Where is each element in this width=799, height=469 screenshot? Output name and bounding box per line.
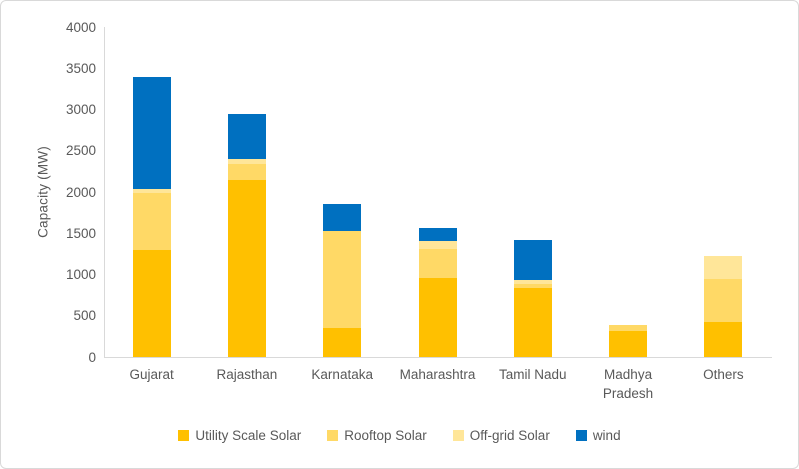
bar-segment	[513, 284, 552, 289]
bar-segment	[323, 204, 362, 231]
legend-item-utility-scale-solar: Utility Scale Solar	[178, 428, 301, 443]
legend-swatch	[178, 430, 190, 441]
bar-segment	[609, 330, 648, 357]
legend-label: Off-grid Solar	[469, 428, 550, 443]
legend-label: Rooftop Solar	[344, 428, 427, 443]
legend-label: Utility Scale Solar	[195, 428, 302, 443]
bar-segment	[132, 249, 171, 357]
legend-item-wind: wind	[575, 428, 621, 443]
plot-area	[104, 27, 771, 357]
category-label: Tamil Nadu	[499, 367, 567, 382]
bar-gujarat	[132, 27, 171, 357]
category-label: Others	[703, 367, 744, 382]
bar-segment	[227, 114, 266, 159]
bar-segment	[323, 328, 362, 357]
legend-label: wind	[592, 428, 621, 443]
bar-segment	[704, 322, 743, 357]
y-tick-label: 1000	[65, 267, 96, 282]
bar-segment	[513, 239, 552, 281]
y-tick-label: 1500	[65, 225, 96, 241]
category-label: Gujarat	[129, 367, 174, 382]
bar-segment	[227, 179, 266, 357]
legend-swatch	[452, 430, 464, 441]
category-label: Maharashtra	[399, 367, 476, 382]
bar-segment	[132, 76, 171, 189]
bar-segment	[227, 159, 266, 164]
bar-rajasthan	[227, 27, 266, 357]
legend: Utility Scale Solar Rooftop Solar Off-grid…	[1, 428, 798, 443]
bar-karnataka	[323, 27, 362, 357]
bar-madhya-pradesh	[609, 27, 648, 357]
bar-segment	[323, 230, 362, 329]
bar-segment	[418, 277, 457, 357]
legend-swatch	[327, 430, 339, 441]
legend-item-off-grid-solar: Off-grid Solar	[452, 428, 550, 443]
legend-swatch	[575, 430, 587, 441]
bar-segment	[132, 192, 171, 250]
bar-segment	[132, 188, 171, 193]
bar-segment	[513, 288, 552, 357]
bar-maharashtra	[418, 27, 457, 357]
y-tick-label: 2500	[65, 143, 96, 159]
y-tick-label: 2000	[65, 184, 96, 200]
bar-segment	[227, 163, 266, 180]
y-axis-line	[104, 27, 105, 358]
bar-segment	[418, 240, 457, 249]
bar-segment	[418, 248, 457, 278]
bar-segment	[513, 280, 552, 284]
bar-segment	[609, 324, 648, 331]
y-tick-label: 500	[73, 308, 96, 324]
y-tick-label: 3000	[65, 102, 96, 117]
bar-segment	[704, 256, 743, 280]
bar-segment	[704, 279, 743, 323]
y-tick-label: 3500	[65, 60, 96, 76]
bar-segment	[418, 227, 457, 241]
y-tick-label: 4000	[65, 19, 96, 35]
x-axis-line	[104, 357, 772, 358]
y-tick-label: 0	[88, 349, 96, 365]
category-label: Madhya Pradesh	[602, 367, 654, 401]
bar-others	[704, 27, 743, 357]
legend-item-rooftop-solar: Rooftop Solar	[327, 428, 427, 443]
category-label: Karnataka	[311, 367, 373, 382]
category-label: Rajasthan	[216, 367, 278, 382]
bar-tamil-nadu	[513, 27, 552, 357]
